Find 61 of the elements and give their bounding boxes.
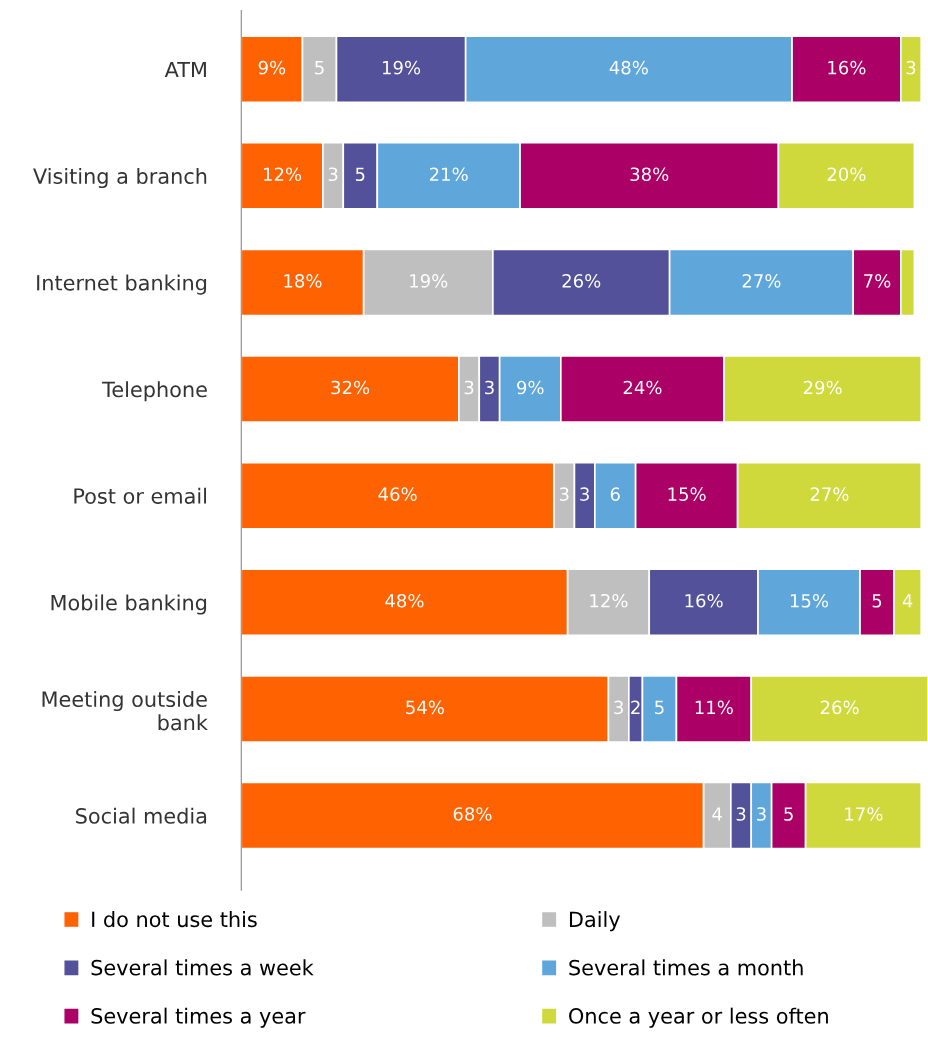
data-label: 26%	[562, 274, 601, 288]
data-label: 16%	[685, 593, 723, 608]
legend-label: Several times a year	[91, 1007, 306, 1028]
y-tick-label: Mobile banking	[51, 594, 207, 615]
y-tick-label: Telephone	[102, 381, 207, 402]
data-label: 5	[872, 594, 882, 608]
data-label: 3	[906, 60, 916, 75]
data-label: 3	[485, 380, 494, 395]
data-label: 5	[315, 61, 324, 75]
data-label: 48%	[609, 60, 648, 75]
legend-label: Several times a week	[91, 959, 314, 976]
data-label: 4	[712, 807, 722, 821]
data-label: 48%	[385, 593, 424, 608]
data-label: 19%	[410, 274, 448, 288]
data-label: 12%	[590, 593, 628, 608]
data-label: 54%	[406, 700, 444, 715]
data-label: 27%	[810, 487, 849, 501]
data-label: 27%	[742, 274, 781, 288]
data-label: 24%	[623, 380, 662, 395]
data-label: 2	[631, 700, 640, 714]
data-label: 26%	[820, 700, 859, 715]
data-label: 15%	[668, 487, 706, 501]
data-label: 17%	[845, 807, 883, 821]
data-label: 21%	[429, 167, 468, 182]
y-tick-label: Internet banking	[37, 274, 207, 295]
data-label: 16%	[828, 60, 866, 75]
data-label: 3	[559, 487, 569, 501]
data-label: 29%	[803, 380, 842, 395]
data-label: 9%	[517, 380, 544, 395]
data-label: 46%	[378, 487, 417, 501]
data-label: 3	[614, 700, 623, 715]
data-label: 20%	[827, 167, 866, 182]
data-label: 4	[902, 594, 913, 608]
y-tick-label: Meeting outside bank	[42, 690, 208, 731]
y-tick-label: ATM	[164, 61, 206, 78]
data-label: 3	[328, 167, 338, 182]
y-tick-label: Post or email	[74, 487, 206, 504]
data-label: 3	[464, 380, 474, 395]
data-label: 3	[736, 807, 746, 821]
data-label: 12%	[263, 167, 302, 182]
legend-label: Daily	[569, 911, 621, 932]
data-label: 5	[784, 807, 793, 821]
data-label: 6	[610, 487, 620, 501]
data-label: 15%	[790, 593, 829, 608]
data-label: 11%	[695, 700, 733, 715]
data-label: 3	[580, 487, 589, 501]
legend-label: Several times a month	[569, 959, 803, 976]
data-label: 18%	[284, 274, 322, 288]
data-label: 38%	[630, 167, 669, 182]
data-label: 3	[757, 807, 766, 821]
data-label: 7%	[864, 274, 891, 288]
legend-label: Once a year or less often	[569, 1007, 828, 1028]
legend-label: I do not use this	[92, 911, 257, 928]
y-tick-label: Social media	[76, 807, 207, 824]
data-label: 19%	[382, 60, 421, 75]
data-label: 5	[355, 167, 365, 182]
data-label: 5	[655, 700, 664, 715]
y-tick-label: Visiting a branch	[33, 167, 207, 189]
data-label: 32%	[331, 380, 370, 395]
data-label: 9%	[258, 60, 286, 75]
data-label: 68%	[453, 807, 492, 821]
